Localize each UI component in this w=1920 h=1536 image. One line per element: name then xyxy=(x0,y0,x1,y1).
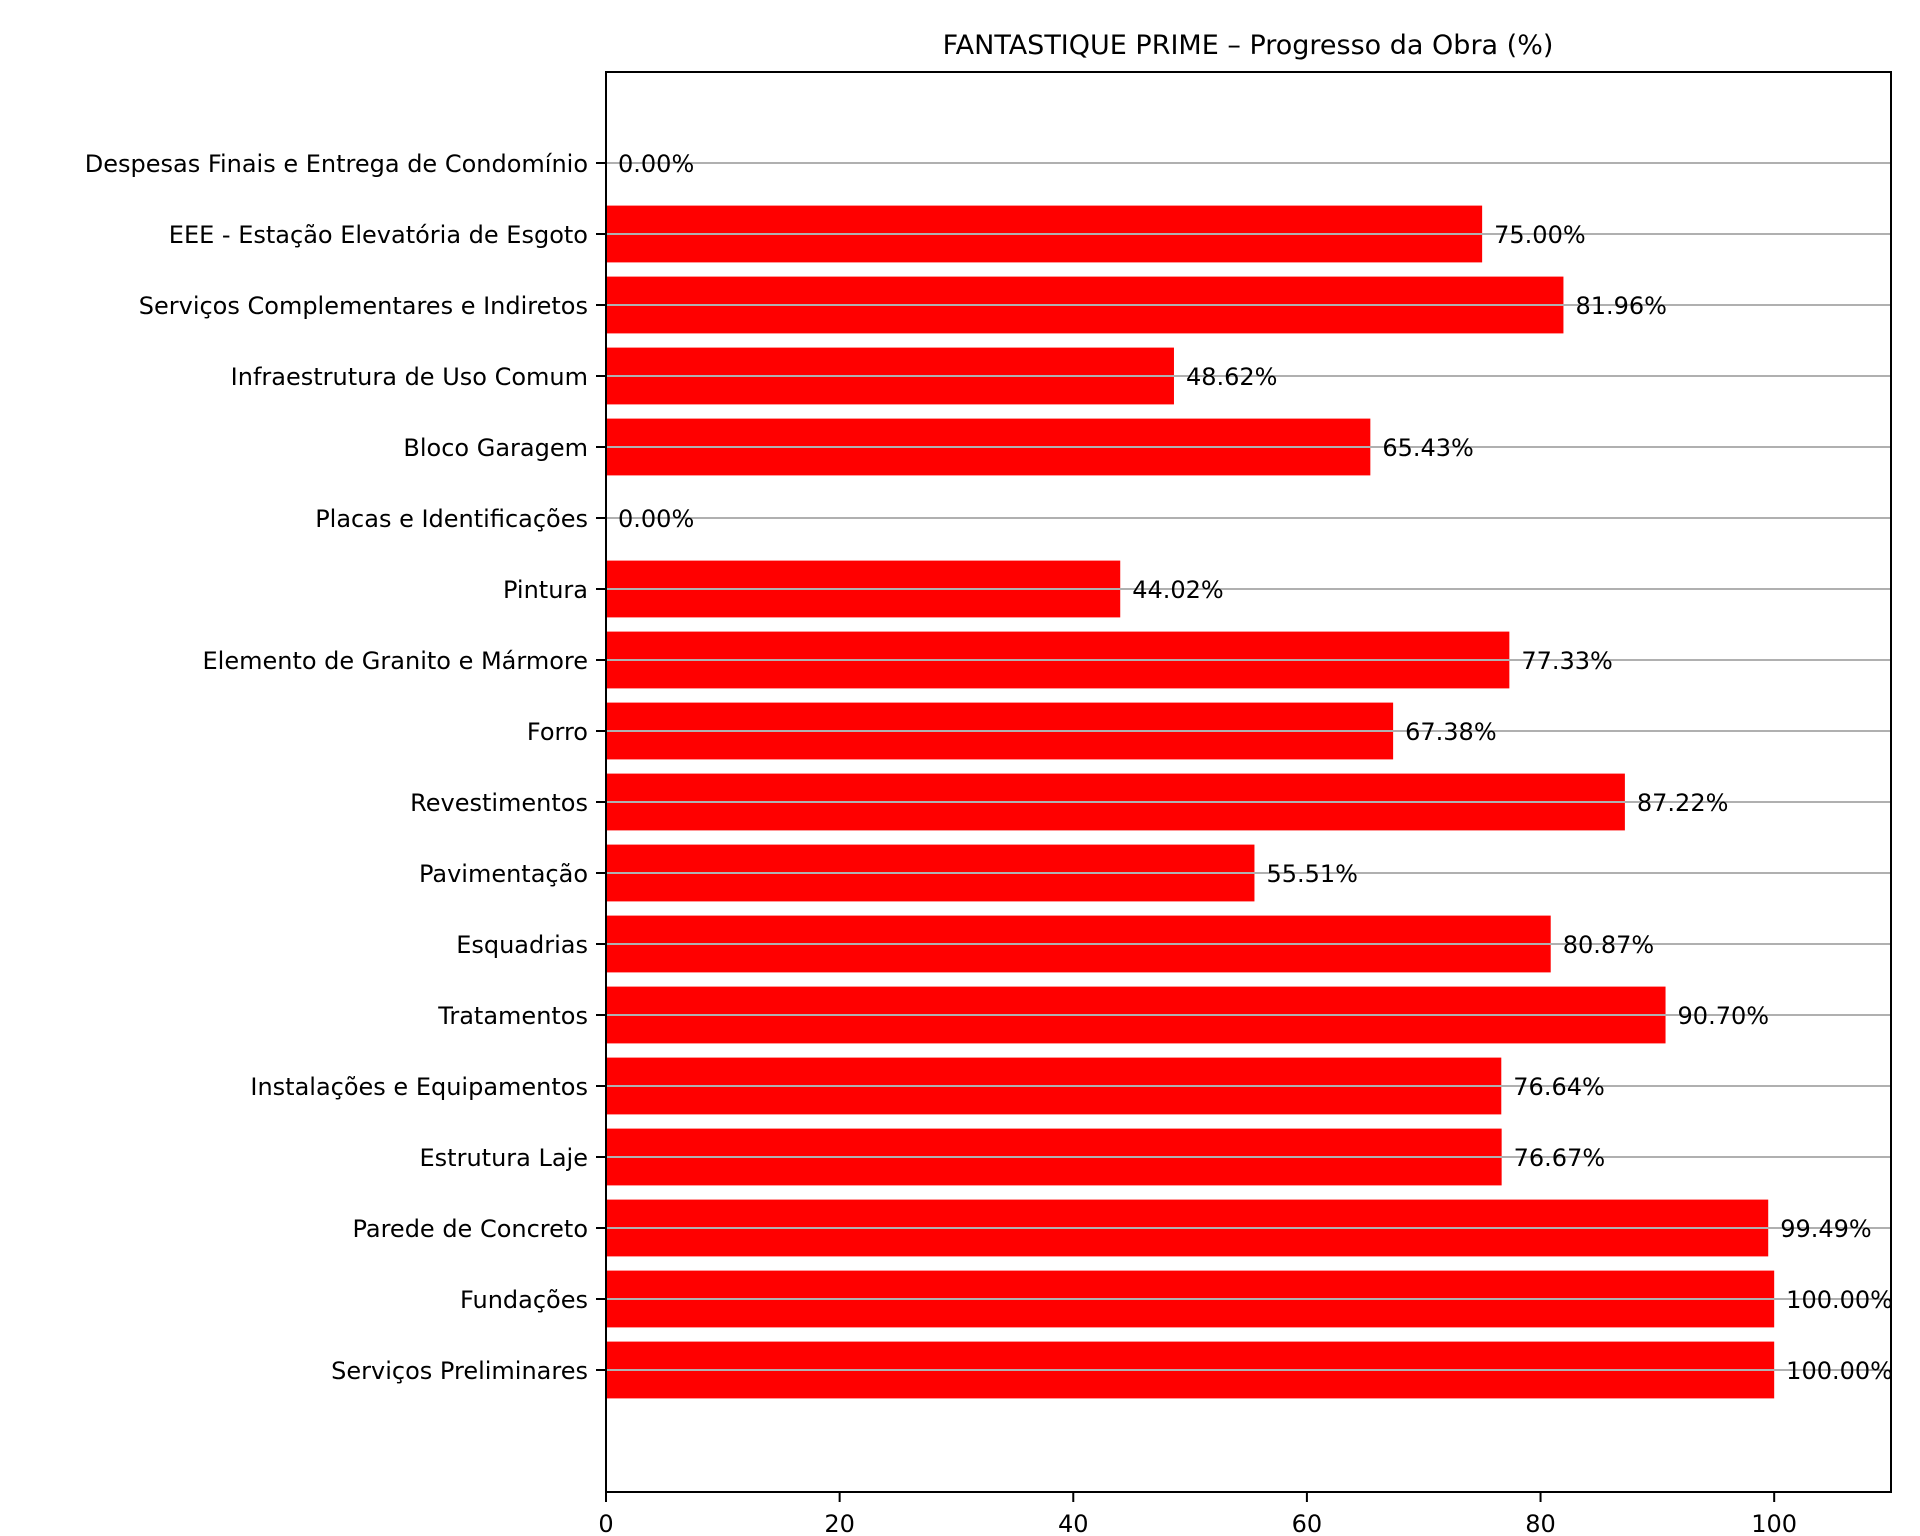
data-labels-layer: 100.00% 100.00% 99.49% 76.67% 76.64% 90.70% 80… xyxy=(618,150,1893,1385)
data-label-parede-de-concreto: 99.49% xyxy=(1780,1215,1872,1243)
y-tick-label-servicos-preliminares: Serviços Preliminares xyxy=(331,1357,588,1385)
x-tick-label-20: 20 xyxy=(824,1510,855,1536)
grid-layer xyxy=(606,162,1891,1371)
y-tick-label-despesas-finais-e-entrega-de-condominio: Despesas Finais e Entrega de Condomínio xyxy=(85,150,588,178)
y-tick-label-revestimentos: Revestimentos xyxy=(410,789,588,817)
data-label-instalacoes-e-equipamentos: 76.64% xyxy=(1513,1073,1605,1101)
y-tick-label-estrutura-laje: Estrutura Laje xyxy=(420,1144,589,1172)
y-axis: Serviços Preliminares Fundações Parede de … xyxy=(85,150,606,1385)
y-tick-label-bloco-garagem: Bloco Garagem xyxy=(403,434,588,462)
data-label-tratamentos: 90.70% xyxy=(1678,1002,1770,1030)
x-tick-label-40: 40 xyxy=(1058,1510,1089,1536)
data-label-placas-e-identificacoes: 0.00% xyxy=(618,505,694,533)
x-tick-label-100: 100 xyxy=(1751,1510,1797,1536)
data-label-bloco-garagem: 65.43% xyxy=(1382,434,1474,462)
data-label-estrutura-laje: 76.67% xyxy=(1514,1144,1606,1172)
y-tick-label-tratamentos: Tratamentos xyxy=(437,1002,588,1030)
x-tick-label-80: 80 xyxy=(1525,1510,1556,1536)
data-label-fundacoes: 100.00% xyxy=(1786,1286,1893,1314)
y-tick-label-fundacoes: Fundações xyxy=(460,1286,588,1314)
y-tick-label-pavimentacao: Pavimentação xyxy=(419,860,588,888)
data-label-revestimentos: 87.22% xyxy=(1637,789,1729,817)
y-tick-label-pintura: Pintura xyxy=(503,576,588,604)
y-tick-label-forro: Forro xyxy=(527,718,588,746)
y-tick-label-placas-e-identificacoes: Placas e Identificações xyxy=(315,505,588,533)
data-label-esquadrias: 80.87% xyxy=(1563,931,1655,959)
y-tick-label-infraestrutura-de-uso-comum: Infraestrutura de Uso Comum xyxy=(231,363,588,391)
x-tick-label-0: 0 xyxy=(598,1510,613,1536)
y-tick-label-parede-de-concreto: Parede de Concreto xyxy=(352,1215,588,1243)
chart-title: FANTASTIQUE PRIME – Progresso da Obra (%… xyxy=(943,30,1554,61)
data-label-forro: 67.38% xyxy=(1405,718,1497,746)
axes-frame xyxy=(605,71,1892,1493)
data-label-eee-estacao-elevatoria-de-esgoto: 75.00% xyxy=(1494,221,1586,249)
data-label-servicos-preliminares: 100.00% xyxy=(1786,1357,1893,1385)
data-label-despesas-finais-e-entrega-de-condominio: 0.00% xyxy=(618,150,694,178)
data-label-elemento-de-granito-e-marmore: 77.33% xyxy=(1521,647,1613,675)
data-label-pintura: 44.02% xyxy=(1132,576,1224,604)
data-label-servicos-complementares-e-indiretos: 81.96% xyxy=(1575,292,1667,320)
y-tick-label-elemento-de-granito-e-marmore: Elemento de Granito e Mármore xyxy=(203,647,589,675)
x-axis: 0 20 40 60 80 100 xyxy=(598,1492,1797,1536)
y-tick-label-servicos-complementares-e-indiretos: Serviços Complementares e Indiretos xyxy=(139,292,588,320)
y-tick-label-eee-estacao-elevatoria-de-esgoto: EEE - Estação Elevatória de Esgoto xyxy=(169,221,588,249)
x-tick-label-60: 60 xyxy=(1292,1510,1323,1536)
y-tick-label-instalacoes-e-equipamentos: Instalações e Equipamentos xyxy=(250,1073,588,1101)
y-tick-label-esquadrias: Esquadrias xyxy=(456,931,588,959)
data-label-infraestrutura-de-uso-comum: 48.62% xyxy=(1186,363,1278,391)
data-label-pavimentacao: 55.51% xyxy=(1266,860,1358,888)
